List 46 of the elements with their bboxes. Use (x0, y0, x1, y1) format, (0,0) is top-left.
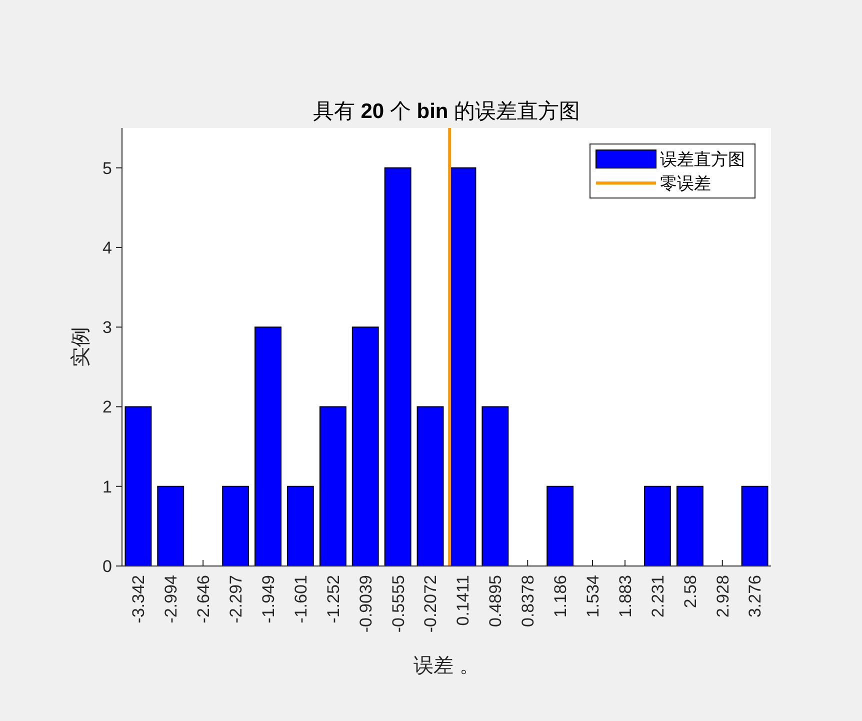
bar (546, 486, 574, 566)
x-tick-label: -2.646 (194, 575, 214, 624)
x-tick-label: 2.58 (680, 575, 700, 608)
y-tick-label: 2 (102, 398, 112, 417)
x-tick-label: 0.4895 (486, 575, 506, 627)
x-tick-label: 2.231 (648, 575, 668, 618)
bar (254, 326, 282, 566)
x-tick-label: 3.276 (746, 575, 765, 618)
x-tick-label: 0.1411 (454, 575, 473, 626)
x-tick-label: -0.5555 (388, 575, 408, 633)
y-tick-label: 0 (102, 556, 112, 576)
bar (482, 406, 509, 566)
bar (124, 406, 152, 566)
bar (449, 167, 476, 566)
x-tick-label: 2.928 (713, 575, 732, 618)
bar (157, 486, 184, 566)
y-tick-label: 4 (102, 238, 112, 258)
x-tick-label: 1.534 (583, 575, 602, 618)
x-tick-label: -1.949 (258, 575, 278, 624)
y-axis-title: 实例 (68, 327, 92, 367)
x-tick-label: 0.8378 (518, 575, 538, 627)
bar (352, 326, 379, 566)
x-tick-label: -3.342 (129, 575, 148, 624)
bar (286, 486, 314, 566)
bar (319, 406, 346, 566)
x-tick-label: -2.994 (162, 575, 181, 624)
x-tick-label: -1.252 (324, 575, 343, 624)
y-tick-label: 5 (102, 158, 112, 178)
x-axis-title: 误差 。 (414, 655, 480, 677)
x-tick-label: -2.297 (226, 575, 246, 624)
x-tick-label: 1.186 (551, 575, 570, 618)
legend-label: 误差直方图 (660, 150, 745, 170)
bar (644, 486, 671, 566)
bar (416, 406, 444, 566)
y-tick-label: 1 (102, 477, 112, 496)
chart-title: 具有 20 个 bin 的误差直方图 (312, 100, 580, 123)
x-tick-label: -1.601 (291, 575, 310, 624)
bar (676, 486, 704, 566)
x-tick-label: -0.2072 (421, 575, 440, 633)
x-tick-label: 1.883 (616, 575, 635, 618)
bar (741, 486, 768, 566)
x-tick-label: -0.9039 (356, 575, 376, 633)
bar (222, 486, 250, 566)
y-tick-label: 3 (102, 318, 112, 338)
bar (384, 167, 412, 566)
legend-label: 零误差 (660, 174, 711, 194)
